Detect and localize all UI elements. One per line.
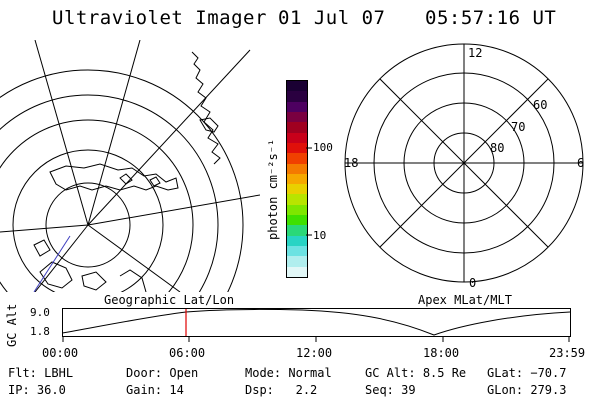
time-tick-1800: 18:00 [423,346,460,360]
colorbar-segment [287,204,307,216]
longitude-lines [0,40,260,292]
glon-value: 279.3 [530,383,567,397]
seq-info: Seq: 39 [365,383,416,397]
time-tick-1200: 12:00 [296,346,333,360]
colorbar-unit-label: photon cm⁻²s⁻¹ [266,138,280,240]
colorbar-segment [287,235,307,246]
mode-label: Mode: [245,366,282,380]
colorbar-segment [287,266,307,277]
mlt-label-6: 6 [577,156,585,170]
glon-info: GLon: 279.3 [487,383,566,397]
colorbar-segment [287,225,307,236]
colorbar-segment [287,101,307,112]
time-tick-0000: 00:00 [42,346,79,360]
time-tick-0600: 06:00 [169,346,206,360]
mlt-label-18: 18 [344,156,359,170]
mlt-polar-plot [344,43,584,283]
filter-value: LBHL [44,366,74,380]
mlt-diagonal-b [379,78,549,248]
door-info: Door: Open [126,366,198,380]
coastline [33,51,221,292]
glat-label: GLat: [487,366,524,380]
colorbar-tick-100: 100 [313,141,333,154]
colorbar-segment [287,91,307,102]
seq-value: 39 [401,383,416,397]
glat-info: GLat: −70.7 [487,366,566,380]
mlat-label-80: 80 [490,141,505,155]
gc-alt-info: GC Alt: 8.5 Re [365,366,466,380]
filter-info: Flt: LBHL [8,366,73,380]
colorbar-segment [287,194,307,205]
altitude-curve [62,308,571,336]
gain-info: Gain: 14 [126,383,184,397]
colorbar-segment [287,163,307,174]
ip-value: 36.0 [36,383,66,397]
colorbar-segment [287,256,307,267]
seq-label: Seq: [365,383,394,397]
time-axis-ticks [62,336,570,342]
date-label: 01 Jul 07 [278,7,386,29]
filter-label: Flt: [8,366,37,380]
colorbar-segment [287,81,307,92]
geographic-map [0,40,260,292]
mlat-label-60: 60 [533,98,548,112]
latitude-circles [0,69,244,292]
instrument-title: Ultraviolet Imager [52,7,267,29]
colorbar-segment [287,246,307,257]
colorbar-segment [287,173,307,185]
dsp-value: 2.2 [295,383,318,397]
colorbar-segment [287,184,307,195]
colorbar-segment [287,132,307,143]
colorbar-ticks [306,147,312,236]
mlt-label-12: 12 [468,46,483,60]
altitude-axis-label: GC Alt [5,303,19,347]
colorbar-tick-10: 10 [313,229,327,242]
mlat-label-70: 70 [511,120,526,134]
door-value: Open [169,366,199,380]
mode-value: Normal [288,366,332,380]
mode-info: Mode: Normal [245,366,332,380]
gain-value: 14 [169,383,184,397]
ip-info: IP: 36.0 [8,383,66,397]
altitude-tick-low: 1.8 [30,325,50,338]
colorbar-segment [287,111,307,123]
gain-label: Gain: [126,383,163,397]
dsp-info: Dsp: 2.2 [245,383,317,397]
altitude-plot [62,308,571,342]
time-label: 05:57:16 UT [425,7,557,29]
mlt-label-0: 0 [469,276,477,290]
colorbar-segment [287,142,307,154]
colorbar [286,80,308,278]
colorbar-segment [287,122,307,133]
magnetic-panel-label: Apex MLat/MLT [418,293,512,307]
colorbar-segment [287,215,307,226]
orbit-track [33,235,71,292]
gc-alt-value: 8.5 Re [422,366,467,380]
dsp-label: Dsp: [245,383,274,397]
ip-label: IP: [8,383,30,397]
glon-label: GLon: [487,383,524,397]
altitude-plot-frame [62,308,571,337]
door-label: Door: [126,366,163,380]
time-tick-2359: 23:59 [549,346,586,360]
colorbar-segment [287,153,307,164]
gc-alt-label: GC Alt: [365,366,416,380]
geographic-panel-label: Geographic Lat/Lon [104,293,235,307]
altitude-tick-high: 9.0 [30,306,50,319]
glat-value: −70.7 [530,366,567,380]
